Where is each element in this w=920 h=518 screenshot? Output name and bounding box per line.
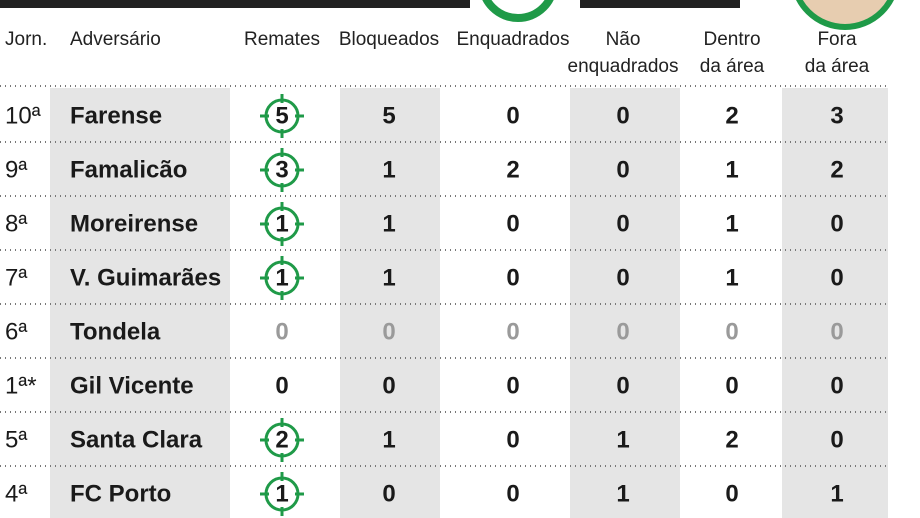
cell-value: 0 — [725, 318, 738, 345]
cell-value: 0 — [830, 318, 843, 345]
cell-value: 0 — [616, 318, 629, 345]
cell-value: 0 — [382, 318, 395, 345]
cell-value: 1 — [382, 426, 395, 453]
row-label: Tondela — [70, 318, 161, 345]
row-label: Gil Vicente — [70, 372, 194, 399]
column-header: Não — [606, 29, 641, 50]
cell-value: 1 — [275, 480, 288, 507]
row-label: Famalicão — [70, 156, 187, 183]
row-label: 6ª — [5, 318, 27, 345]
cell-value: 1 — [830, 480, 843, 507]
cell-value: 0 — [616, 264, 629, 291]
column-header: Fora — [817, 29, 857, 50]
column-header: enquadrados — [568, 56, 679, 77]
cell-value: 1 — [725, 156, 738, 183]
title-strip — [0, 0, 470, 8]
row-label: 8ª — [5, 210, 27, 237]
cell-value: 1 — [725, 264, 738, 291]
column-header: Dentro — [703, 29, 760, 50]
cell-value: 0 — [830, 372, 843, 399]
cell-value: 0 — [275, 318, 288, 345]
cell-value: 0 — [275, 372, 288, 399]
row-label: Santa Clara — [70, 426, 203, 453]
row-label: 1ª* — [5, 372, 37, 399]
row-label: V. Guimarães — [70, 264, 221, 291]
row-label: 9ª — [5, 156, 27, 183]
cell-value: 0 — [382, 480, 395, 507]
cell-value: 0 — [506, 426, 519, 453]
column-header: Adversário — [70, 29, 161, 50]
title-strip — [580, 0, 740, 8]
cell-value: 0 — [506, 102, 519, 129]
cell-value: 5 — [382, 102, 395, 129]
cell-value: 3 — [830, 102, 843, 129]
row-label: FC Porto — [70, 480, 171, 507]
column-header: Jorn. — [5, 29, 47, 50]
cell-value: 2 — [830, 156, 843, 183]
row-label: Moreirense — [70, 210, 198, 237]
column-header: da área — [700, 56, 765, 77]
cell-value: 0 — [830, 426, 843, 453]
cell-value: 2 — [506, 156, 519, 183]
cell-value: 1 — [616, 480, 629, 507]
cell-value: 0 — [616, 156, 629, 183]
player-photo — [796, 0, 894, 30]
cell-value: 0 — [506, 372, 519, 399]
cell-value: 1 — [382, 264, 395, 291]
cell-value: 1 — [275, 264, 288, 291]
cell-value: 1 — [382, 156, 395, 183]
cell-value: 5 — [275, 102, 288, 129]
row-label: 4ª — [5, 480, 27, 507]
cell-value: 1 — [616, 426, 629, 453]
cell-value: 1 — [382, 210, 395, 237]
row-label: 7ª — [5, 264, 27, 291]
cell-value: 2 — [725, 102, 738, 129]
cell-value: 2 — [725, 426, 738, 453]
cell-value: 0 — [830, 264, 843, 291]
column-header: Remates — [244, 29, 320, 50]
cell-value: 0 — [830, 210, 843, 237]
cell-value: 0 — [616, 210, 629, 237]
cell-value: 0 — [506, 264, 519, 291]
cell-value: 0 — [616, 372, 629, 399]
cell-value: 0 — [506, 210, 519, 237]
cell-value: 3 — [275, 156, 288, 183]
column-header: Bloqueados — [339, 29, 439, 50]
cell-value: 1 — [275, 210, 288, 237]
column-header: Enquadrados — [456, 29, 569, 50]
row-label: Farense — [70, 102, 162, 129]
column-header: da área — [805, 56, 870, 77]
title-badge — [482, 0, 554, 22]
row-label: 10ª — [5, 102, 41, 129]
cell-value: 0 — [506, 480, 519, 507]
cell-value: 2 — [275, 426, 288, 453]
cell-value: 0 — [725, 480, 738, 507]
cell-value: 0 — [616, 102, 629, 129]
cell-value: 0 — [725, 372, 738, 399]
cell-value: 0 — [506, 318, 519, 345]
row-label: 5ª — [5, 426, 27, 453]
cell-value: 1 — [725, 210, 738, 237]
cell-value: 0 — [382, 372, 395, 399]
